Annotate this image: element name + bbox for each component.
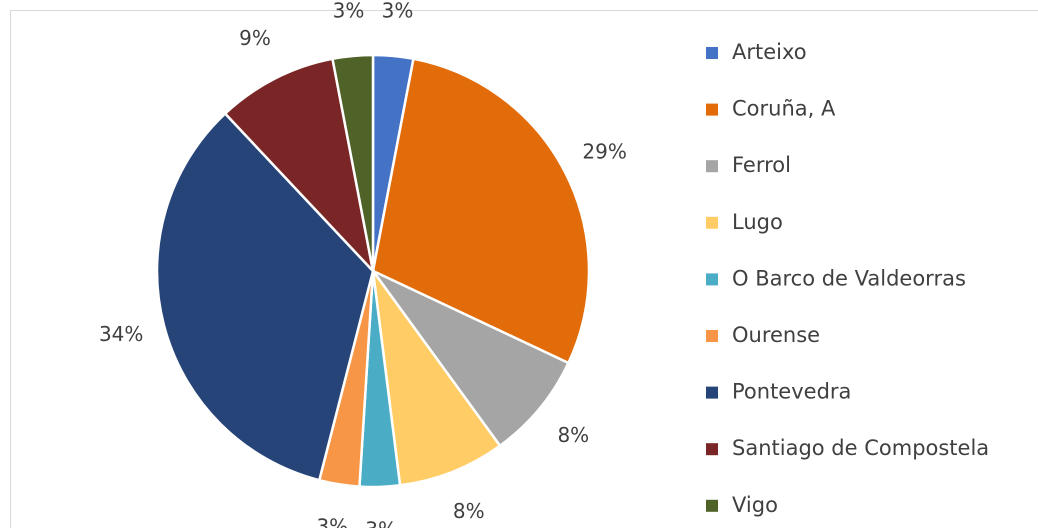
pie-slice bbox=[371, 57, 591, 365]
legend-swatch bbox=[706, 443, 718, 456]
legend-label: Pontevedra bbox=[732, 380, 851, 404]
pie-slice bbox=[223, 57, 376, 275]
pie-slice bbox=[371, 270, 502, 487]
data-label: 3% bbox=[316, 514, 348, 528]
legend-label: Arteixo bbox=[732, 40, 807, 64]
legend-swatch bbox=[706, 273, 718, 286]
legend-label: Vigo bbox=[732, 493, 778, 517]
legend-label: O Barco de Valdeorras bbox=[732, 266, 966, 290]
data-label: 3% bbox=[382, 0, 414, 23]
legend-swatch bbox=[706, 330, 718, 342]
legend-swatch bbox=[706, 216, 718, 229]
legend-swatch bbox=[706, 47, 718, 59]
pie-slice bbox=[331, 53, 375, 272]
legend-label: Coruña, A bbox=[732, 97, 836, 121]
data-label: 8% bbox=[453, 499, 485, 523]
pie-slice bbox=[371, 269, 571, 448]
data-label: 29% bbox=[582, 139, 626, 163]
legend-swatch bbox=[706, 103, 718, 116]
legend-swatch bbox=[706, 499, 718, 512]
data-label: 8% bbox=[557, 423, 589, 447]
data-label: 9% bbox=[239, 26, 271, 50]
legend-swatch bbox=[706, 386, 718, 399]
data-label: 34% bbox=[99, 322, 143, 346]
data-label: 3% bbox=[365, 517, 397, 528]
legend-label: Ferrol bbox=[732, 153, 791, 177]
pie-slice bbox=[155, 111, 375, 482]
data-label: 3% bbox=[333, 0, 365, 23]
legend-swatch bbox=[706, 160, 718, 173]
legend-label: Lugo bbox=[732, 210, 783, 234]
legend-label: Santiago de Compostela bbox=[732, 436, 989, 460]
legend-label: Ourense bbox=[732, 323, 820, 347]
